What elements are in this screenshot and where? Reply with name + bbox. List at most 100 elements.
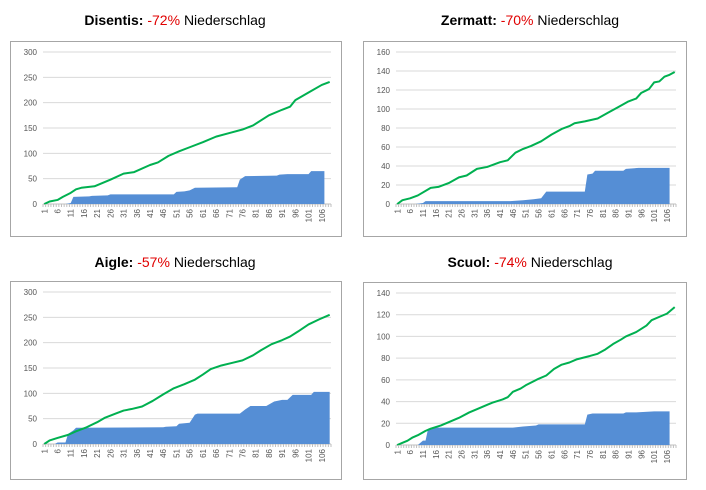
x-tick-label: 81 [599, 449, 608, 458]
chart-scuol: 0 20 40 60 80 100 120 140 1 6 11 16 21 26 31 36 41 46 51 56… [363, 282, 687, 480]
x-tick-label: 76 [238, 208, 247, 217]
x-tick-label: 66 [560, 208, 569, 217]
x-tick-label: 51 [522, 449, 531, 458]
x-tick-label: 76 [586, 449, 595, 458]
chart-title-scuol: Scuol: -74% Niederschlag [447, 254, 613, 270]
y-tick-label: 160 [377, 48, 391, 57]
x-tick-label: 6 [54, 208, 63, 213]
chart-title-zermatt: Zermatt: -70% Niederschlag [440, 12, 620, 28]
y-tick-label: 100 [24, 389, 38, 398]
chart-zermatt: 0 20 40 60 80 100 120 140 160 1 6 11 16 21 26 31 36 41 46 5… [363, 41, 687, 237]
x-tick-label: 61 [547, 208, 556, 217]
x-tick-label: 11 [419, 449, 428, 458]
x-tick-label: 66 [212, 208, 221, 217]
x-tick-label: 26 [106, 448, 115, 457]
x-tick-label: 86 [265, 448, 274, 457]
x-tick-label: 46 [509, 449, 518, 458]
x-tick-label: 106 [663, 208, 672, 222]
x-tick-label: 91 [278, 448, 287, 457]
x-tick-label: 46 [159, 448, 168, 457]
x-tick-label: 81 [252, 208, 261, 217]
x-tick-label: 101 [305, 208, 314, 222]
x-tick-label: 51 [522, 208, 531, 217]
x-tick-label: 81 [252, 448, 261, 457]
x-tick-label: 61 [199, 208, 208, 217]
y-tick-label: 120 [377, 311, 391, 320]
x-tick-label: 16 [432, 449, 441, 458]
x-tick-label: 91 [624, 208, 633, 217]
x-tick-label: 56 [186, 208, 195, 217]
y-tick-label: 60 [381, 143, 390, 152]
x-tick-label: 21 [93, 448, 102, 457]
x-tick-label: 56 [535, 449, 544, 458]
x-tick-label: 41 [496, 208, 505, 217]
x-tick-label: 11 [419, 208, 428, 217]
x-tick-label: 96 [637, 208, 646, 217]
chart-title-disentis: Disentis: -72% Niederschlag [84, 12, 266, 28]
x-tick-label: 26 [458, 449, 467, 458]
chart-disentis: 0 50 100 150 200 250 300 1 6 11 16 21 26 31 36 41 46 51 56… [10, 41, 342, 237]
x-tick-label: 1 [393, 208, 402, 213]
x-tick-label: 31 [470, 449, 479, 458]
x-tick-label: 71 [225, 448, 234, 457]
x-tick-label: 36 [483, 208, 492, 217]
x-tick-label: 26 [458, 208, 467, 217]
x-tick-label: 31 [120, 208, 129, 217]
x-tick-label: 11 [67, 208, 76, 217]
x-tick-label: 31 [470, 208, 479, 217]
normal-precipitation-line [396, 71, 676, 205]
x-tick-label: 86 [612, 449, 621, 458]
y-tick-label: 300 [24, 288, 38, 297]
y-tick-label: 40 [381, 162, 390, 171]
x-tick-label: 56 [535, 208, 544, 217]
x-tick-label: 96 [291, 448, 300, 457]
y-tick-label: 0 [386, 441, 391, 450]
x-tick-label: 76 [238, 448, 247, 457]
x-tick-label: 101 [650, 449, 659, 463]
x-tick-label: 91 [278, 208, 287, 217]
y-tick-label: 150 [24, 364, 38, 373]
x-tick-label: 66 [212, 448, 221, 457]
x-tick-label: 36 [483, 449, 492, 458]
x-tick-label: 71 [225, 208, 234, 217]
y-tick-label: 250 [24, 313, 38, 322]
y-tick-label: 250 [24, 73, 38, 82]
y-tick-label: 60 [381, 376, 390, 385]
x-tick-label: 71 [573, 208, 582, 217]
x-tick-label: 6 [406, 208, 415, 213]
x-tick-label: 16 [80, 208, 89, 217]
y-tick-label: 150 [24, 124, 38, 133]
x-tick-label: 96 [291, 208, 300, 217]
x-tick-label: 106 [663, 449, 672, 463]
y-tick-label: 300 [24, 48, 38, 57]
x-tick-label: 21 [445, 208, 454, 217]
x-tick-label: 16 [432, 208, 441, 217]
y-tick-label: 120 [377, 86, 391, 95]
x-tick-label: 66 [560, 449, 569, 458]
y-tick-label: 0 [386, 200, 391, 209]
x-tick-label: 1 [40, 448, 49, 453]
normal-precipitation-line [43, 313, 331, 445]
x-tick-label: 101 [650, 208, 659, 222]
x-tick-label: 76 [586, 208, 595, 217]
x-tick-label: 36 [133, 208, 142, 217]
x-tick-label: 86 [265, 208, 274, 217]
y-tick-label: 100 [24, 149, 38, 158]
y-tick-label: 200 [24, 99, 38, 108]
x-tick-label: 31 [120, 448, 129, 457]
x-tick-label: 1 [393, 449, 402, 454]
x-tick-label: 51 [172, 448, 181, 457]
x-tick-label: 16 [80, 448, 89, 457]
x-tick-label: 41 [146, 448, 155, 457]
y-tick-label: 20 [381, 419, 390, 428]
actual-precipitation-area [54, 391, 330, 444]
y-tick-label: 80 [381, 124, 390, 133]
normal-precipitation-line [43, 80, 331, 205]
x-tick-label: 91 [624, 449, 633, 458]
x-tick-label: 21 [93, 208, 102, 217]
x-tick-label: 86 [612, 208, 621, 217]
actual-precipitation-area [415, 167, 670, 204]
y-tick-label: 20 [381, 181, 390, 190]
